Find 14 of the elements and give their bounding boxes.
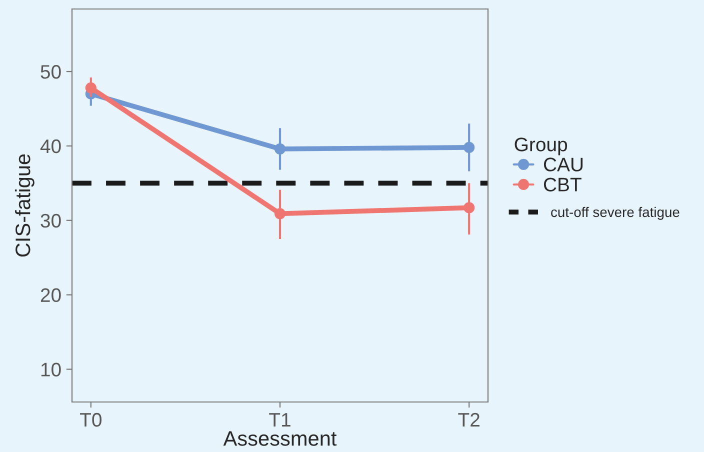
x-axis-title: Assessment bbox=[223, 431, 337, 446]
y-tick-label: 10 bbox=[41, 362, 61, 376]
legend-title: Group bbox=[514, 138, 568, 156]
y-tick-label: 40 bbox=[40, 139, 61, 154]
y-axis-title: CIS-fatigue bbox=[14, 154, 34, 257]
x-tick-label: T0 bbox=[80, 412, 102, 427]
legend-label: cut-off severe fatigue bbox=[551, 206, 680, 220]
legend-label: CBT bbox=[544, 178, 582, 192]
y-tick-label: 50 bbox=[40, 64, 61, 79]
legend-label: CAU bbox=[544, 158, 583, 172]
y-tick-label: 20 bbox=[40, 288, 61, 302]
y-tick-label: 30 bbox=[40, 214, 61, 228]
x-tick-label: T2 bbox=[458, 412, 480, 427]
x-tick-label: T1 bbox=[269, 413, 290, 427]
